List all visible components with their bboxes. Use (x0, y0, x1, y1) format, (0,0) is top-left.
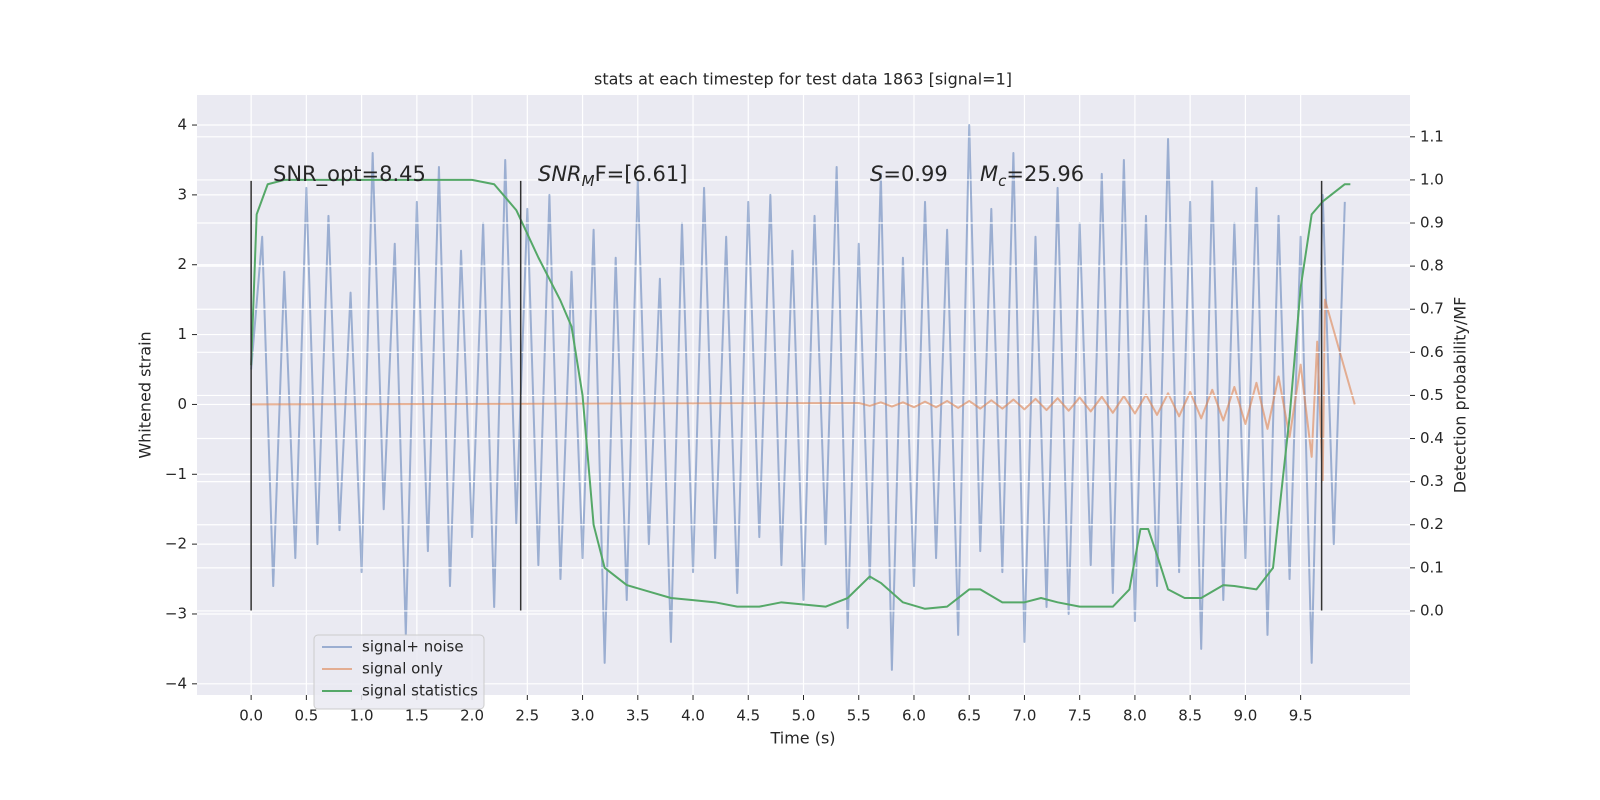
annotation-main: S (870, 162, 883, 186)
y-tick-label: −2 (165, 535, 187, 553)
legend-label: signal statistics (362, 682, 478, 700)
legend-box (313, 634, 485, 710)
y2-tick-label: 0.1 (1420, 558, 1444, 576)
annotation-sub: M (582, 172, 595, 190)
x-tick-label: 3.0 (571, 707, 595, 725)
x-tick-label: 6.0 (902, 707, 926, 725)
y-tick-label: 1 (177, 325, 187, 343)
series-line (251, 298, 1356, 483)
x-tick-label: 2.5 (515, 707, 539, 725)
x-tick-label: 4.5 (736, 707, 760, 725)
legend-label: signal only (362, 660, 443, 678)
y2-tick-label: 0.4 (1420, 429, 1444, 447)
annotation: S=0.99 (870, 162, 948, 186)
annotation-rest: =25.96 (1006, 162, 1084, 186)
y-tick-label: 4 (177, 116, 187, 134)
y-axis-label: Whitened strain (136, 331, 155, 458)
y-tick-label: 2 (177, 255, 187, 273)
series-line (250, 178, 1351, 610)
x-tick-label: 1.0 (350, 707, 374, 725)
y2-tick-label: 1.1 (1420, 127, 1444, 145)
legend: signal+ noise signal only signal statistic… (313, 634, 485, 710)
y-tick-label: 3 (177, 185, 187, 203)
x-tick-label: 0.0 (239, 707, 263, 725)
x-axis-label: Time (s) (769, 729, 835, 748)
x-tick-label: 7.5 (1068, 707, 1092, 725)
x-tick-label: 8.5 (1178, 707, 1202, 725)
y2-tick-label: 0.0 (1420, 601, 1444, 619)
annotation: SNR_opt=8.45 (273, 162, 426, 187)
chart-title: stats at each timestep for test data 186… (594, 70, 1012, 89)
y2-tick-label: 0.5 (1420, 386, 1444, 404)
y-tick-label: 0 (177, 395, 187, 413)
y2-tick-label: 0.2 (1420, 515, 1444, 533)
x-tick-label: 4.0 (681, 707, 705, 725)
y2-axis-label: Detection probability/MF (1451, 297, 1470, 494)
y2-tick-label: 0.6 (1420, 343, 1444, 361)
y-tick-label: −4 (165, 674, 187, 692)
y-tick-label: −3 (165, 604, 187, 622)
annotation: SNRMF=[6.61] (538, 162, 687, 190)
annotation-main: M (980, 162, 998, 186)
x-tick-label: 2.0 (460, 707, 484, 725)
x-tick-label: 9.5 (1289, 707, 1313, 725)
x-tick-label: 0.5 (294, 707, 318, 725)
y2-tick-label: 1.0 (1420, 170, 1444, 188)
annotation-main: SNR (538, 162, 582, 186)
x-tick-label: 6.5 (957, 707, 981, 725)
y2-tick-label: 0.3 (1420, 472, 1444, 490)
annotation-rest: F=[6.61] (595, 162, 688, 186)
legend-label: signal+ noise (362, 638, 464, 656)
x-tick-label: 1.5 (405, 707, 429, 725)
annotation-sub: c (998, 172, 1007, 190)
y-tick-label: −1 (165, 465, 187, 483)
x-tick-label: 5.5 (847, 707, 871, 725)
y2-tick-label: 0.7 (1420, 300, 1444, 318)
x-tick-label: 3.5 (626, 707, 650, 725)
x-tick-label: 8.0 (1123, 707, 1147, 725)
annotation-rest: =0.99 (883, 162, 947, 186)
y2-tick-label: 0.9 (1420, 214, 1444, 232)
annotation: Mc=25.96 (980, 162, 1084, 190)
y2-tick-label: 0.8 (1420, 257, 1444, 275)
x-tick-label: 7.0 (1013, 707, 1037, 725)
series-line (250, 124, 1346, 671)
x-tick-label: 5.0 (792, 707, 816, 725)
x-tick-label: 9.0 (1233, 707, 1257, 725)
